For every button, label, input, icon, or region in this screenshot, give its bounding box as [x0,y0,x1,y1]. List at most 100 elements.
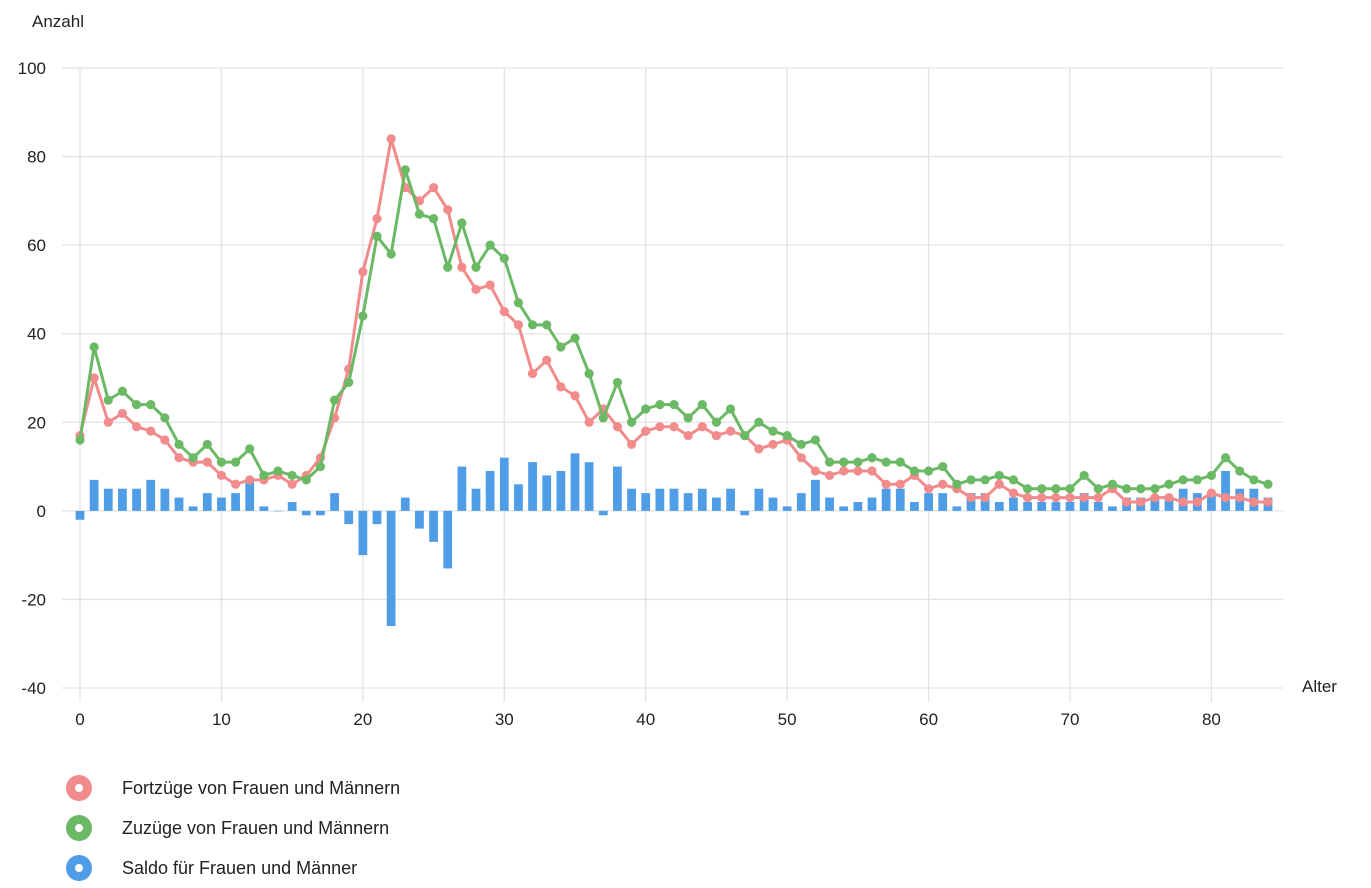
point-series-0-56 [867,466,877,476]
bar-saldo-68 [1037,502,1047,511]
bar-saldo-33 [542,475,552,511]
point-series-0-38 [612,422,623,432]
bar-saldo-60 [924,493,933,511]
point-series-0-55 [853,466,863,476]
point-series-1-71 [1079,470,1089,481]
point-series-0-43 [683,430,693,441]
point-series-1-68 [1037,484,1047,494]
point-series-1-53 [824,457,835,467]
bar-saldo-43 [683,493,693,511]
bar-saldo-66 [1009,497,1018,511]
bar-saldo-73 [1108,506,1117,511]
bar-saldo-47 [740,510,750,516]
point-series-1-20 [358,311,368,321]
bar-saldo-31 [514,484,523,511]
point-series-1-82 [1235,466,1245,476]
x-tick-label: 50 [778,710,797,729]
point-series-1-5 [146,399,156,410]
point-series-1-19 [344,377,354,388]
point-series-1-61 [938,461,948,472]
point-series-1-7 [174,439,184,450]
point-series-0-32 [527,368,538,379]
point-series-1-26 [443,262,453,272]
point-series-0-1 [89,373,99,383]
gridlines [62,67,1283,702]
point-series-0-28 [471,284,481,295]
point-series-0-31 [513,320,524,330]
point-series-0-4 [131,422,142,432]
y-tick-label: 60 [27,236,46,255]
point-series-1-27 [457,218,467,228]
bar-saldo-40 [641,493,651,511]
point-series-0-61 [938,479,948,489]
point-series-0-82 [1235,492,1245,503]
x-tick-label: 80 [1202,710,1221,729]
point-series-1-21 [372,231,382,241]
point-series-1-1 [89,342,99,352]
point-series-0-15 [287,479,297,489]
point-series-1-58 [895,457,905,467]
legend-item-fortzuege[interactable]: Fortzüge von Frauen und Männern [66,768,400,808]
bar-saldo-45 [712,497,721,511]
point-series-0-11 [230,479,241,489]
bar-saldo-80 [1207,493,1216,511]
point-series-1-81 [1220,453,1231,463]
point-series-1-69 [1051,484,1061,494]
point-series-1-10 [216,457,227,467]
bar-saldo-38 [613,466,622,511]
bar-saldo-42 [669,488,679,511]
point-series-1-76 [1150,484,1160,494]
point-series-1-45 [711,417,722,427]
bar-saldo-16 [301,510,311,516]
point-series-1-65 [994,470,1004,481]
point-series-0-40 [641,426,651,436]
point-series-0-21 [372,213,382,224]
point-series-1-25 [428,213,439,224]
chart: -40 -20 0 20 40 60 80 100 0 10 20 30 40 50 60 70 80 Anza… [18,12,1338,729]
bar-saldo-26 [443,510,453,569]
point-series-1-55 [853,457,863,467]
bar-saldo-6 [160,488,170,511]
point-series-1-32 [527,320,538,330]
point-series-1-51 [796,439,806,450]
point-series-0-74 [1121,497,1132,507]
bar-saldo-19 [344,510,354,525]
bar-saldo-24 [415,510,424,529]
point-series-1-72 [1093,484,1103,494]
y-tick-label: 100 [18,59,46,78]
point-series-0-27 [457,262,467,272]
point-series-1-18 [329,395,340,405]
bar-saldo-17 [316,510,325,516]
point-series-0-63 [966,492,976,503]
point-series-0-20 [358,267,368,277]
y-tick-label: 80 [27,148,46,167]
bar-saldo-69 [1051,502,1061,511]
point-series-0-35 [570,391,580,401]
point-series-1-64 [980,475,990,485]
point-series-1-67 [1022,484,1033,494]
x-tick-label: 10 [212,710,231,729]
point-series-1-79 [1192,475,1202,485]
legend-marker-saldo [66,855,92,881]
point-series-0-42 [669,422,679,432]
x-tick-label: 20 [353,710,372,729]
bar-saldo-20 [358,510,368,556]
legend-item-zuzuege[interactable]: Zuzüge von Frauen und Männern [66,808,389,848]
point-series-1-52 [810,435,821,445]
point-series-0-22 [386,134,396,144]
legend-item-saldo[interactable]: Saldo für Frauen und Männer [66,848,357,888]
x-tick-label: 60 [919,710,938,729]
point-series-0-7 [174,453,184,463]
point-series-0-64 [980,492,990,503]
bar-saldo-44 [697,488,707,511]
point-series-1-63 [966,475,976,485]
point-series-0-54 [839,466,849,476]
point-series-0-33 [542,355,552,365]
point-series-1-40 [641,404,651,414]
bar-saldo-62 [952,506,962,511]
bar-saldo-0 [75,510,85,520]
bar-saldo-58 [895,488,905,511]
x-tick-label: 40 [636,710,655,729]
x-tick-label: 30 [495,710,514,729]
bar-saldo-48 [754,488,764,511]
